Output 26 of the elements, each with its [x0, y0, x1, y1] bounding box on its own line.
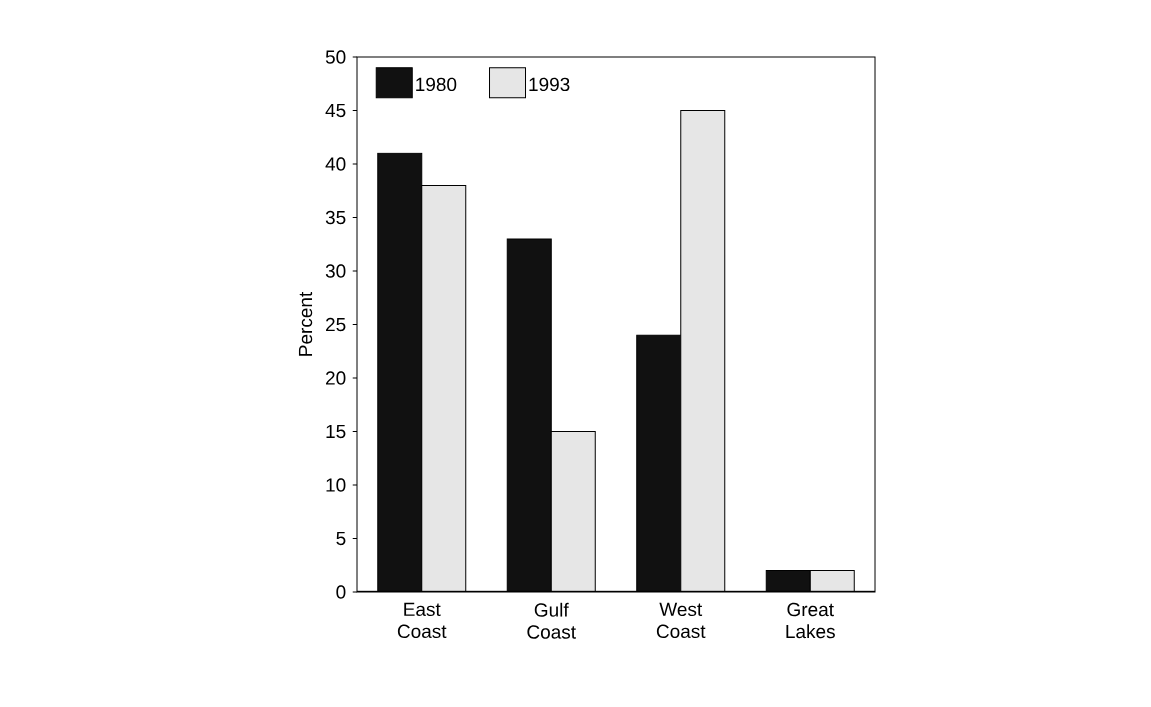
y-tick-label: 50: [325, 50, 346, 64]
y-tick-label: 10: [326, 478, 346, 492]
y-tick-label: 20: [326, 371, 346, 385]
bar: [507, 238, 552, 592]
bar: [421, 185, 466, 592]
y-tick-label: 0: [336, 585, 346, 599]
legend-label: 1993: [529, 77, 570, 92]
y-tick-label: 25: [326, 317, 346, 332]
y-tick-label: 40: [325, 157, 346, 171]
bar: [809, 570, 855, 592]
bar: [636, 335, 681, 592]
bar: [680, 110, 725, 592]
x-tick-label: West Coast: [656, 602, 706, 639]
bar: [765, 570, 811, 592]
y-axis-title: Percent: [298, 291, 313, 356]
y-tick-label: 45: [325, 103, 346, 118]
y-tick-label: 5: [336, 531, 346, 546]
legend-label: 1980: [416, 77, 457, 92]
x-tick-label: East Coast: [397, 602, 447, 639]
bar: [551, 431, 596, 592]
x-tick-label: Gulf Coast: [527, 602, 576, 639]
bar: [377, 153, 422, 592]
x-tick-label: Great Lakes: [786, 602, 835, 639]
y-tick-label: 30: [325, 264, 346, 278]
y-tick-label: 15: [326, 424, 346, 439]
y-tick-label: 35: [325, 210, 346, 225]
